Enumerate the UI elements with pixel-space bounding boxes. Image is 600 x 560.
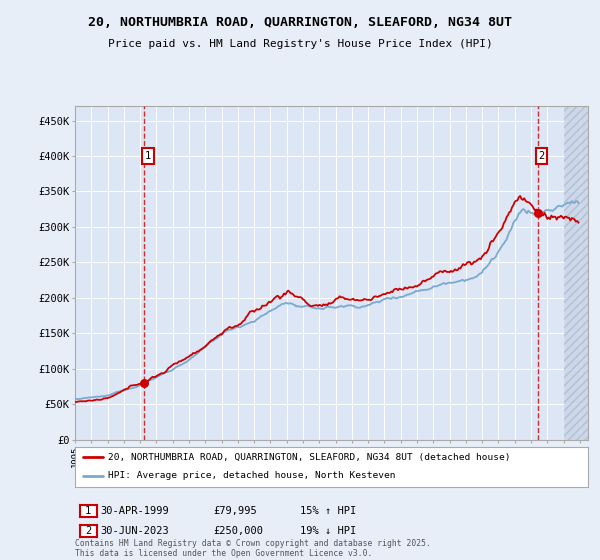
Text: 2: 2 xyxy=(85,526,91,536)
Text: Price paid vs. HM Land Registry's House Price Index (HPI): Price paid vs. HM Land Registry's House … xyxy=(107,39,493,49)
Text: 20, NORTHUMBRIA ROAD, QUARRINGTON, SLEAFORD, NG34 8UT (detached house): 20, NORTHUMBRIA ROAD, QUARRINGTON, SLEAF… xyxy=(109,452,511,461)
Text: 19% ↓ HPI: 19% ↓ HPI xyxy=(300,526,356,536)
Text: 30-JUN-2023: 30-JUN-2023 xyxy=(101,526,170,536)
Text: HPI: Average price, detached house, North Kesteven: HPI: Average price, detached house, Nort… xyxy=(109,472,396,480)
Point xyxy=(533,209,542,218)
Text: 20, NORTHUMBRIA ROAD, QUARRINGTON, SLEAFORD, NG34 8UT: 20, NORTHUMBRIA ROAD, QUARRINGTON, SLEAF… xyxy=(88,16,512,29)
Bar xyxy=(563,106,588,440)
Text: £79,995: £79,995 xyxy=(213,506,257,516)
Text: 2: 2 xyxy=(539,151,545,161)
Text: £250,000: £250,000 xyxy=(213,526,263,536)
Text: 1: 1 xyxy=(85,506,91,516)
Text: Contains HM Land Registry data © Crown copyright and database right 2025.
This d: Contains HM Land Registry data © Crown c… xyxy=(75,539,431,558)
Text: 1: 1 xyxy=(145,151,151,161)
Point xyxy=(139,379,149,388)
Text: 30-APR-1999: 30-APR-1999 xyxy=(101,506,170,516)
Text: 15% ↑ HPI: 15% ↑ HPI xyxy=(300,506,356,516)
